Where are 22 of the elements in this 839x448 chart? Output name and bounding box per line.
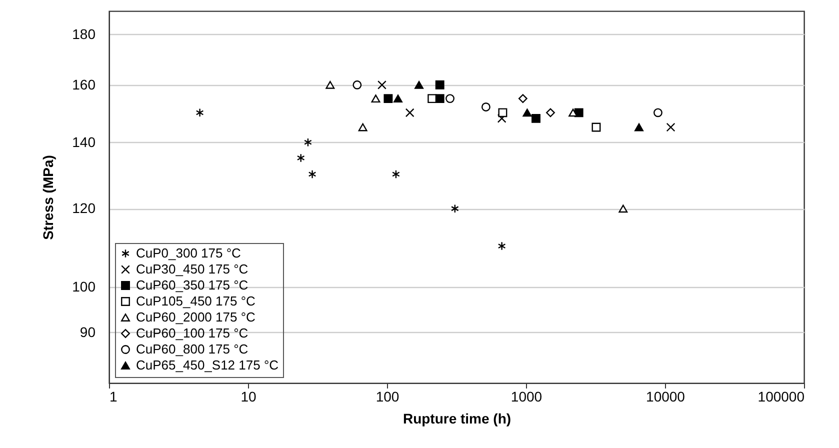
x-tick-label: 100 — [376, 388, 400, 404]
y-axis-title: Stress (MPa) — [40, 155, 56, 240]
x-tick-label: 1 — [110, 388, 118, 404]
y-tick-label: 90 — [80, 324, 96, 340]
y-tick-label: 160 — [72, 76, 96, 92]
legend-label: CuP60_800 175 °C — [136, 342, 248, 356]
x-tick-label: 1000 — [510, 388, 542, 404]
legend-label: CuP65_450_S12 175 °C — [136, 358, 279, 372]
legend-label: CuP60_2000 175 °C — [136, 310, 256, 324]
x-tick-label: 100000 — [758, 388, 805, 404]
x-axis-title: Rupture time (h) — [402, 410, 512, 426]
y-tick-label: 120 — [72, 200, 96, 216]
legend-label: CuP60_350 175 °C — [136, 278, 248, 292]
legend-label: CuP0_300 175 °C — [136, 246, 241, 260]
y-tick-label: 100 — [72, 278, 96, 295]
legend-label: CuP30_450 175 °C — [136, 262, 248, 276]
x-tick-label: 10000 — [646, 388, 686, 404]
y-tick-label: 140 — [72, 134, 96, 150]
x-tick-label: 10 — [240, 388, 256, 404]
y-tick-label: 180 — [72, 26, 96, 42]
legend-label: CuP105_450 175 °C — [136, 294, 256, 308]
legend-label: CuP60_100 175 °C — [136, 326, 248, 340]
